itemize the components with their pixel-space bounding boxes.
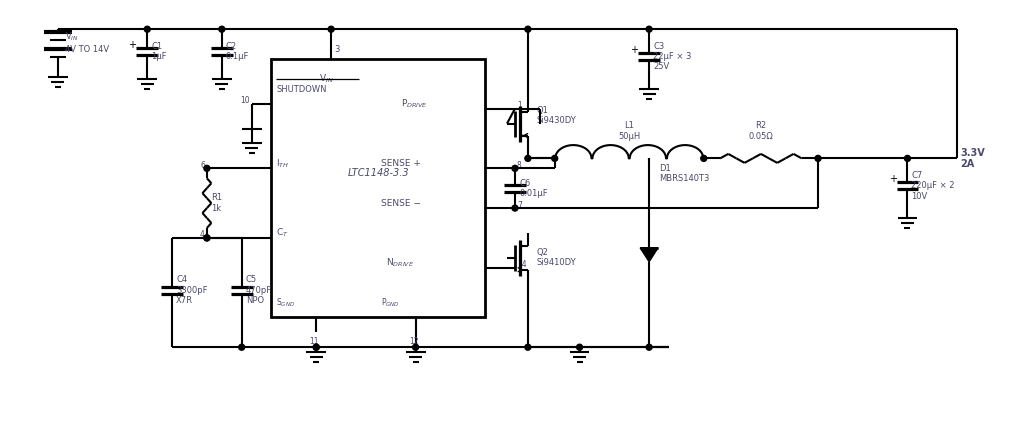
Circle shape (413, 344, 418, 350)
Text: 4: 4 (200, 230, 205, 239)
Circle shape (328, 26, 334, 32)
Circle shape (904, 155, 910, 161)
Circle shape (577, 344, 583, 350)
Text: C2
0.1μF: C2 0.1μF (225, 42, 249, 61)
Text: +: + (888, 174, 896, 184)
Text: C1
1μF: C1 1μF (151, 42, 166, 61)
Circle shape (525, 344, 531, 350)
Text: +: + (630, 45, 638, 55)
Circle shape (204, 235, 210, 241)
Text: C5
470pF
NPO: C5 470pF NPO (246, 275, 272, 305)
FancyBboxPatch shape (271, 59, 485, 317)
Circle shape (204, 235, 210, 241)
Circle shape (314, 344, 319, 350)
Text: 14: 14 (517, 260, 527, 269)
Circle shape (815, 155, 821, 161)
Circle shape (647, 344, 652, 350)
Text: C$_T$: C$_T$ (276, 227, 289, 239)
Circle shape (204, 165, 210, 171)
Text: 3.3V
2A: 3.3V 2A (960, 148, 985, 169)
Circle shape (512, 165, 518, 171)
Text: R2
0.05Ω: R2 0.05Ω (748, 121, 773, 140)
Text: P$_{GND}$: P$_{GND}$ (381, 296, 400, 309)
Text: C3
22μF × 3
25V: C3 22μF × 3 25V (653, 42, 691, 71)
Text: D1
MBRS140T3: D1 MBRS140T3 (659, 163, 709, 183)
Text: SENSE −: SENSE − (381, 198, 420, 208)
Circle shape (239, 344, 245, 350)
Text: 10: 10 (240, 96, 250, 105)
Text: P$_{DRIVE}$: P$_{DRIVE}$ (401, 97, 427, 110)
Circle shape (314, 344, 319, 350)
Circle shape (525, 26, 531, 32)
Text: 3: 3 (334, 45, 339, 54)
Circle shape (647, 26, 652, 32)
Circle shape (525, 155, 531, 161)
Text: LTC1148-3.3: LTC1148-3.3 (347, 168, 409, 178)
Text: 11: 11 (310, 337, 319, 346)
Text: C4
3300pF
X7R: C4 3300pF X7R (176, 275, 208, 305)
Text: 8: 8 (517, 161, 522, 170)
Text: +: + (128, 40, 136, 50)
Text: V$_{IN}$: V$_{IN}$ (319, 73, 334, 85)
Text: R1
1k: R1 1k (211, 194, 222, 213)
Text: V$_{IN}$
4V TO 14V: V$_{IN}$ 4V TO 14V (65, 31, 109, 54)
Text: SENSE +: SENSE + (381, 159, 420, 168)
Circle shape (512, 205, 518, 211)
Text: 12: 12 (409, 337, 418, 346)
Circle shape (700, 155, 706, 161)
Text: C6
0.01μF: C6 0.01μF (520, 179, 548, 198)
Text: Q1
Si9430DY: Q1 Si9430DY (537, 106, 577, 125)
Circle shape (144, 26, 150, 32)
Circle shape (219, 26, 224, 32)
Text: S$_{GND}$: S$_{GND}$ (276, 296, 295, 309)
Text: I$_{TH}$: I$_{TH}$ (276, 157, 289, 170)
Text: N$_{DRIVE}$: N$_{DRIVE}$ (386, 256, 414, 269)
Text: L1
50μH: L1 50μH (618, 121, 640, 140)
Text: C7
220μF × 2
10V: C7 220μF × 2 10V (911, 171, 955, 201)
Text: 1: 1 (517, 101, 522, 110)
Text: SHUTDOWN: SHUTDOWN (276, 85, 327, 94)
Text: 6: 6 (200, 161, 205, 170)
Circle shape (552, 155, 557, 161)
Text: Q2
Si9410DY: Q2 Si9410DY (537, 248, 577, 268)
Text: 7: 7 (517, 201, 522, 210)
Polygon shape (640, 248, 658, 262)
